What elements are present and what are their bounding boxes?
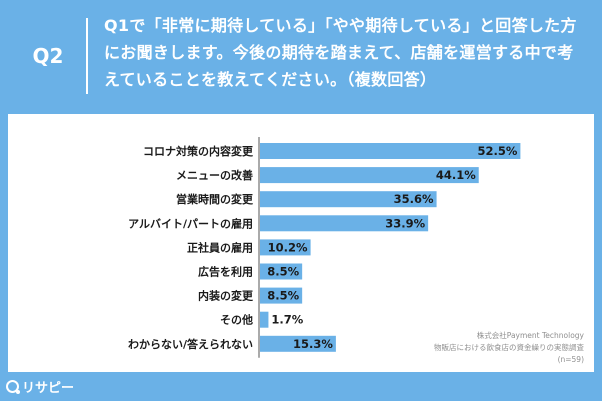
bar <box>260 311 269 328</box>
category-label: アルバイト/パートの雇用 <box>128 216 253 230</box>
category-label: メニューの改善 <box>176 168 253 182</box>
category-label: コロナ対策の内容変更 <box>143 144 254 158</box>
header: Q2 Q1で「非常に期待している」「やや期待している」と回答した方にお聞きします… <box>0 0 602 112</box>
value-label: 8.5% <box>267 289 299 303</box>
question-number: Q2 <box>32 44 64 68</box>
category-label: 内装の変更 <box>198 289 254 303</box>
value-label: 35.6% <box>394 192 434 206</box>
brand-logo: リサピー <box>6 376 74 396</box>
bar <box>260 143 521 159</box>
bar <box>260 287 303 304</box>
question-text: Q1で「非常に期待している」「やや期待している」と回答した方にお聞きします。今後… <box>104 16 577 89</box>
bar <box>260 263 303 280</box>
bar <box>260 191 437 208</box>
value-label: 15.3% <box>293 337 333 351</box>
bar-chart: コロナ対策の内容変更 52.5% メニューの改善 44.1% 営業時間の変更 35.6% ア… <box>128 137 521 358</box>
bar <box>260 215 429 232</box>
value-label: 52.5% <box>477 144 517 158</box>
value-label: 33.9% <box>385 216 425 230</box>
value-label: 10.2% <box>268 240 308 254</box>
search-icon <box>6 379 20 394</box>
source-sample-size: (n=59) <box>557 355 584 364</box>
brand-logo-text: リサピー <box>22 380 75 396</box>
bar <box>260 167 479 184</box>
source-note: 株式会社Payment Technology 物販店における飲食店の資金繰りの実… <box>434 330 584 366</box>
category-label: わからない/答えられない <box>128 337 253 351</box>
chart-card: コロナ対策の内容変更 52.5% メニューの改善 44.1% 営業時間の変更 35.6% ア… <box>8 114 594 372</box>
value-label: 1.7% <box>271 313 303 327</box>
category-label: 営業時間の変更 <box>176 192 254 206</box>
header-divider <box>86 18 88 94</box>
category-label: 広告を利用 <box>198 265 253 279</box>
bar <box>260 335 336 352</box>
bar <box>260 239 311 256</box>
source-company: 株式会社Payment Technology <box>476 331 584 340</box>
category-label: 正社員の雇用 <box>187 240 253 254</box>
value-label: 44.1% <box>436 168 476 182</box>
category-label: その他 <box>220 313 253 327</box>
value-label: 8.5% <box>267 265 299 279</box>
source-survey: 物販店における飲食店の資金繰りの実態調査 <box>434 343 584 352</box>
